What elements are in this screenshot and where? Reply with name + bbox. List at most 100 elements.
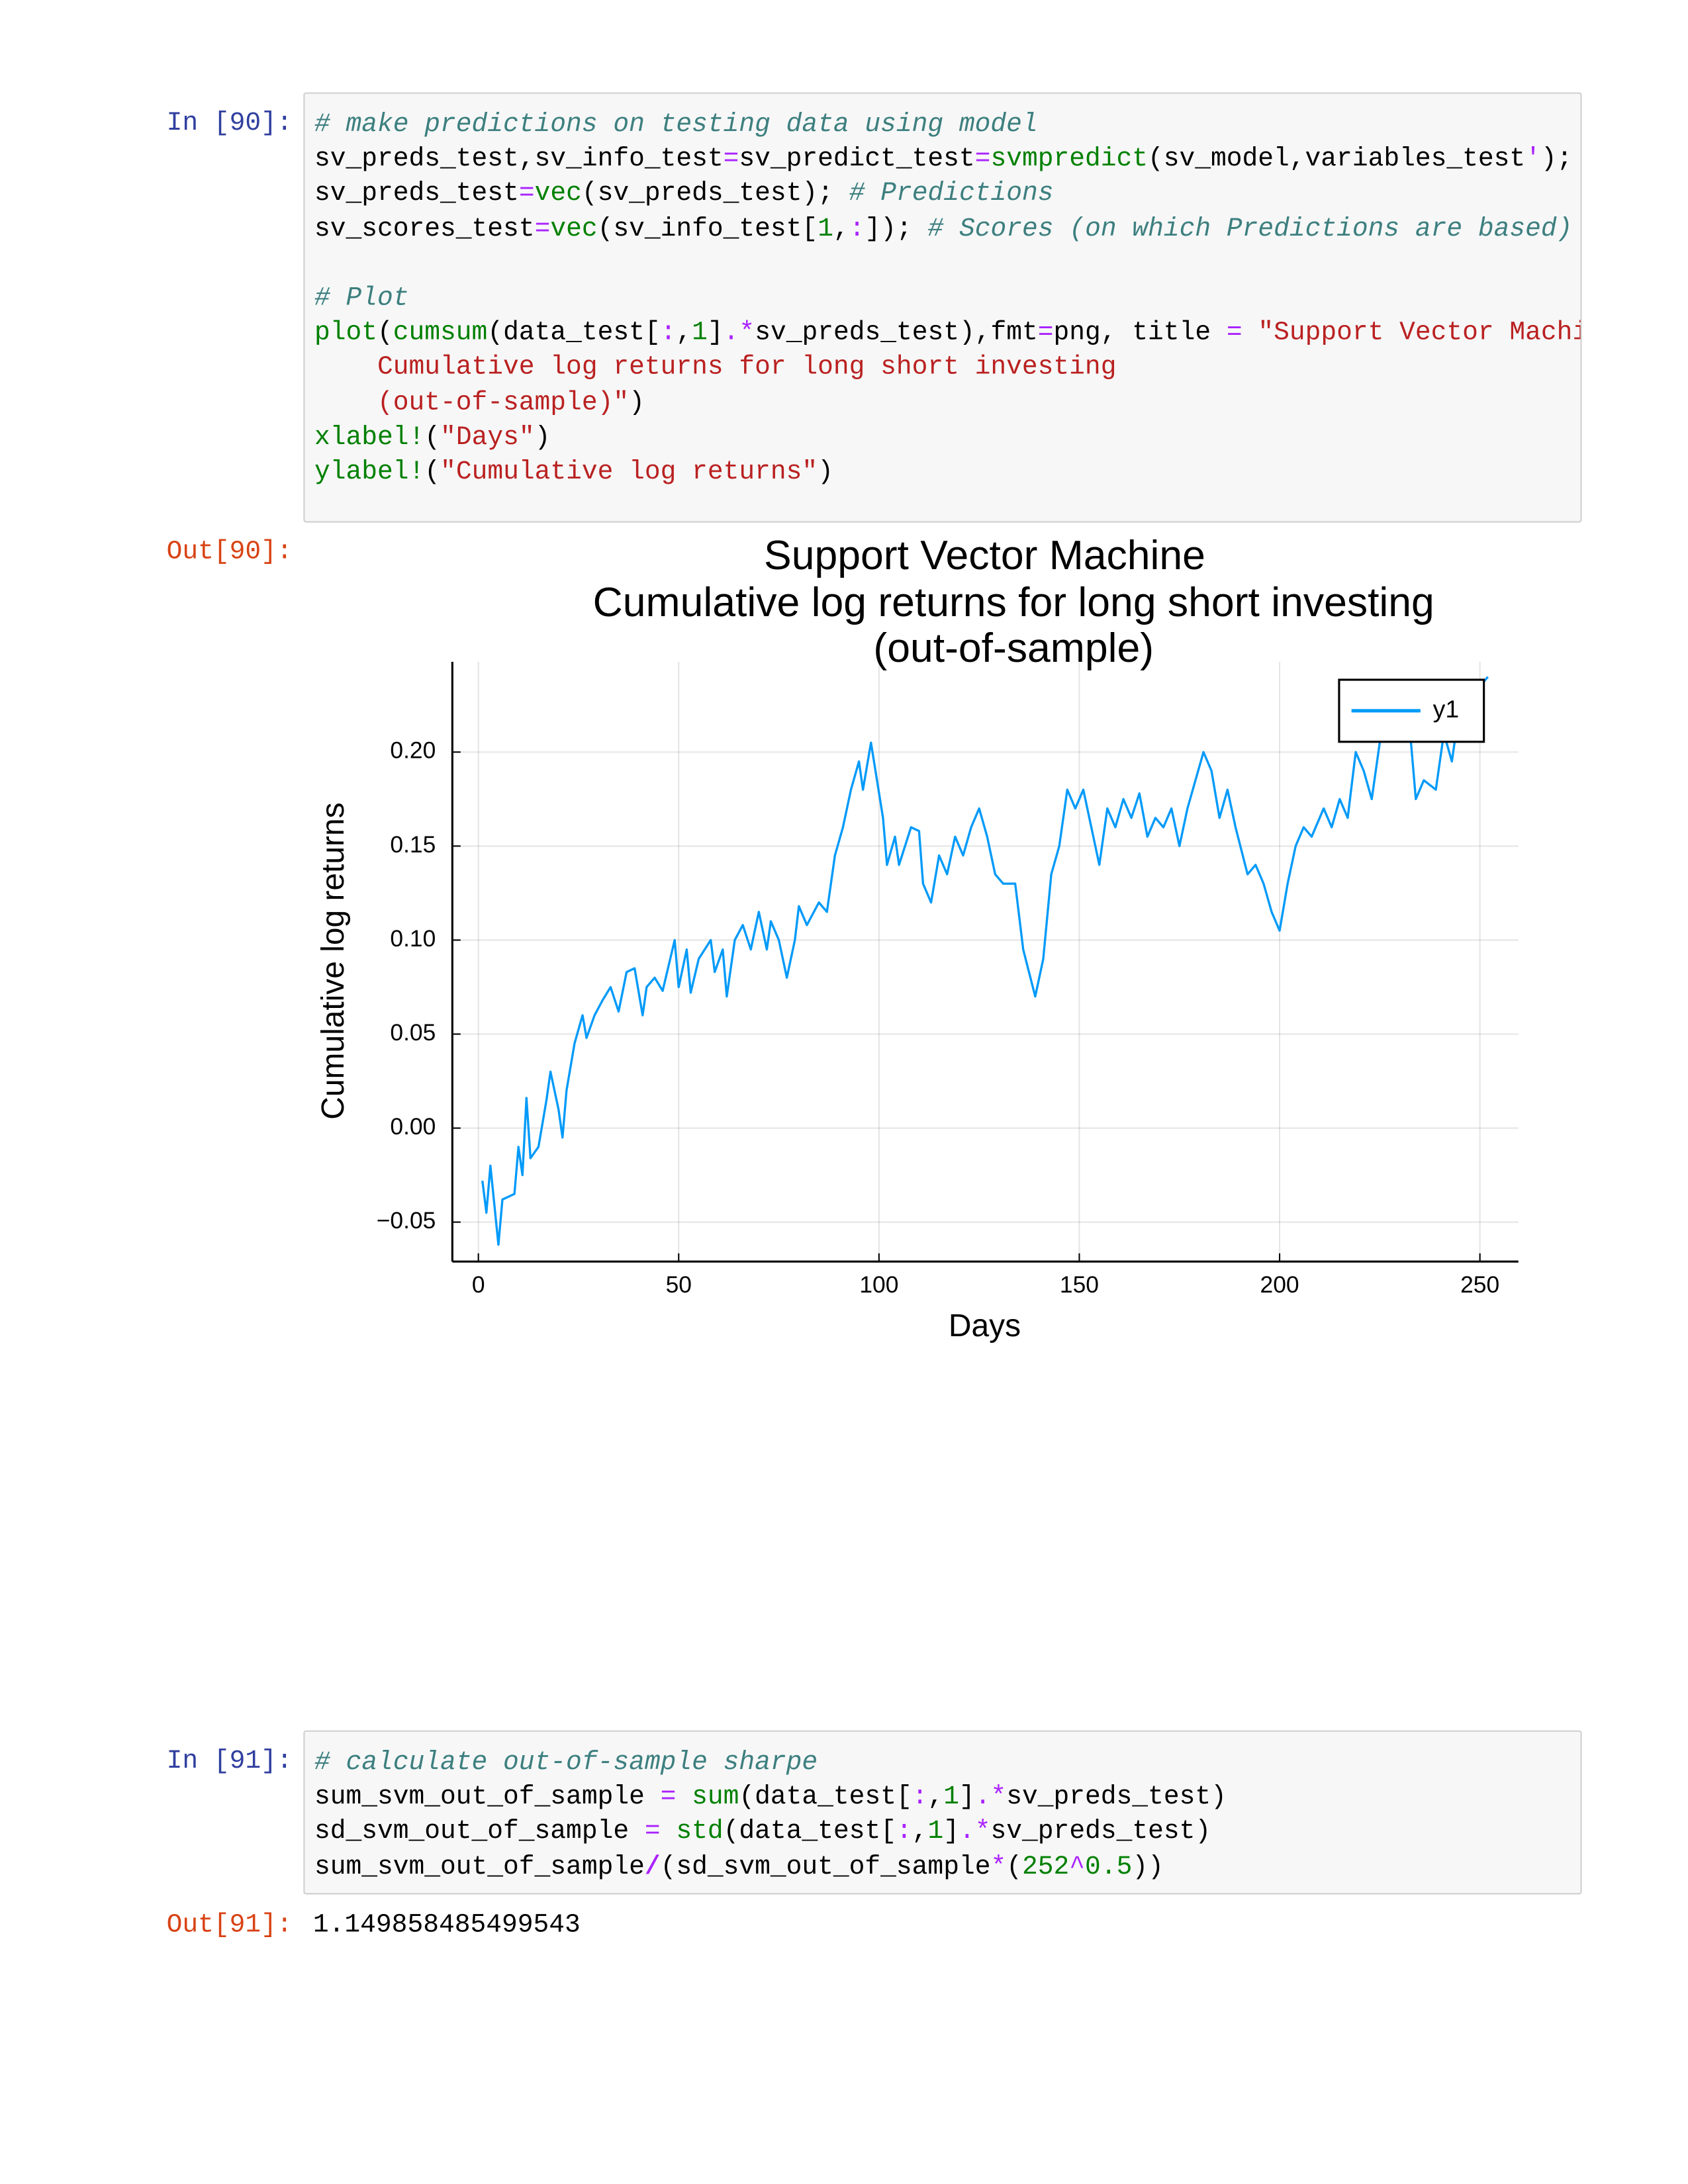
code-token: ( [1006, 1851, 1023, 1882]
code-token: 1 [943, 1782, 959, 1812]
code-token: Cumulative log returns for long short in… [314, 351, 1117, 383]
code-token: : [660, 317, 677, 348]
code-token: (out-of-sample)" [314, 387, 630, 418]
code-token: cumsum [393, 317, 488, 348]
code-token: ] [707, 317, 724, 348]
code-token: sd_svm_out_of_sample [314, 1816, 645, 1847]
code-token: .* [959, 1816, 991, 1847]
code-token: : [912, 1782, 928, 1812]
x-axis-label: Days [949, 1308, 1021, 1343]
code-token: ) [534, 421, 551, 452]
code-line: plot(cumsum(data_test[:,1].*sv_preds_tes… [314, 316, 1580, 350]
code-token: # make predictions on testing data using… [314, 109, 1038, 140]
code-token: sum_svm_out_of_sample [314, 1851, 645, 1882]
code-token: sum_svm_out_of_sample [314, 1782, 661, 1812]
code-token: # Scores (on which Predictions are based… [927, 213, 1573, 244]
code: # calculate out-of-sample sharpe sum_svm_… [314, 1745, 1227, 1884]
code-token: # Plot [314, 282, 409, 313]
code-token: sv_preds_test [314, 178, 519, 209]
code-token: , [927, 1782, 944, 1812]
code-token: : [896, 1816, 912, 1847]
code-token: plot [314, 317, 378, 348]
code-cell[interactable]: # calculate out-of-sample sharpe sum_svm_… [303, 1730, 1582, 1895]
code-token: sv_preds_test,sv_info_test [314, 144, 724, 174]
code-token: , [676, 317, 692, 348]
code-token: vec [550, 213, 598, 244]
code-line: # calculate out-of-sample sharpe [314, 1745, 1227, 1780]
code-token: (sv_info_test[ [597, 213, 818, 244]
y-tick-label: 0.10 [390, 925, 436, 952]
chart: Support Vector Machine Cumulative log re… [316, 532, 1519, 1343]
chart-title: (out-of-sample) [873, 625, 1154, 671]
code-line: Cumulative log returns for long short in… [314, 351, 1580, 385]
code-line: ylabel!("Cumulative log returns") [314, 455, 1580, 489]
code-token: (sd_svm_out_of_sample [660, 1851, 991, 1882]
code-token: std [676, 1816, 724, 1847]
code-token: 1 [818, 213, 833, 244]
code-line: xlabel!("Days") [314, 420, 1580, 455]
code-line: sd_svm_out_of_sample = std(data_test[:,1… [314, 1815, 1227, 1849]
code-token: "Support Vector Machine [1258, 317, 1580, 348]
code-token: sv_preds_test),fmt [755, 317, 1038, 348]
code-token: = [1037, 317, 1054, 348]
code-line: sv_preds_test,sv_info_test=sv_predict_te… [314, 142, 1580, 177]
code: # make predictions on testing data using… [314, 107, 1580, 489]
code-token: "Days" [440, 421, 535, 452]
code-token: = [534, 213, 551, 244]
code-token: vec [534, 178, 582, 209]
code-token [661, 1817, 677, 1847]
x-tick-label: 50 [666, 1271, 692, 1298]
code-token: ) [629, 387, 645, 418]
code-token: ] [943, 1816, 960, 1847]
code-line: # Plot [314, 281, 1580, 316]
x-tick-label: 200 [1260, 1271, 1299, 1298]
code-token: ] [959, 1782, 975, 1812]
code-token: = [1226, 317, 1243, 348]
code-line: (out-of-sample)") [314, 385, 1580, 420]
output-prompt: Out[90]: [166, 536, 293, 567]
code-token: 252 [1022, 1851, 1070, 1882]
code-token: 1 [927, 1816, 944, 1847]
code-token: ( [424, 456, 441, 487]
code-token: = [644, 1816, 661, 1847]
code-token: * [990, 1851, 1007, 1882]
code-token: ^ [1069, 1851, 1086, 1882]
code-token: ]); [865, 213, 928, 244]
x-tick-label: 100 [859, 1271, 898, 1298]
code-token: : [849, 213, 865, 244]
x-tick-label: 250 [1460, 1271, 1499, 1298]
y-tick-label: 0.05 [390, 1019, 436, 1046]
code-token: / [644, 1851, 661, 1882]
code-token: (sv_model,variables_test [1148, 144, 1526, 174]
code-token: sv_predict_test [739, 144, 975, 174]
output-text: 1.149858485499543 [312, 1909, 581, 1940]
code-token: (data_test[ [739, 1782, 912, 1812]
legend-label: y1 [1433, 695, 1460, 723]
input-prompt: In [90]: [166, 107, 293, 138]
code-token: # calculate out-of-sample sharpe [314, 1747, 818, 1778]
input-prompt: In [91]: [166, 1745, 293, 1776]
code-token: sum [692, 1782, 739, 1812]
code-token: ); [1540, 144, 1573, 174]
code-token: .* [723, 317, 755, 348]
code-token: 1 [692, 317, 708, 348]
y-tick-label: 0.15 [390, 831, 436, 858]
code-token: "Cumulative log returns" [440, 456, 818, 487]
code-token: xlabel! [314, 421, 425, 452]
data-line [481, 676, 1489, 1246]
code-token [676, 1782, 692, 1812]
code-token: (data_test[ [487, 317, 661, 348]
code-token: ) [818, 456, 833, 487]
code-cell[interactable]: # make predictions on testing data using… [303, 92, 1582, 523]
code-token: sv_preds_test) [1006, 1782, 1227, 1812]
y-tick-label: 0.20 [390, 737, 436, 764]
code-token: , [912, 1816, 928, 1847]
code-token: png, title [1053, 317, 1227, 348]
code-line: sv_preds_test=vec(sv_preds_test); # Pred… [314, 177, 1580, 211]
y-axis-label: Cumulative log returns [316, 802, 351, 1119]
chart-title: Support Vector Machine [764, 532, 1205, 578]
y-tick-label: 0.00 [390, 1113, 436, 1140]
code-token: sv_preds_test) [990, 1816, 1211, 1847]
